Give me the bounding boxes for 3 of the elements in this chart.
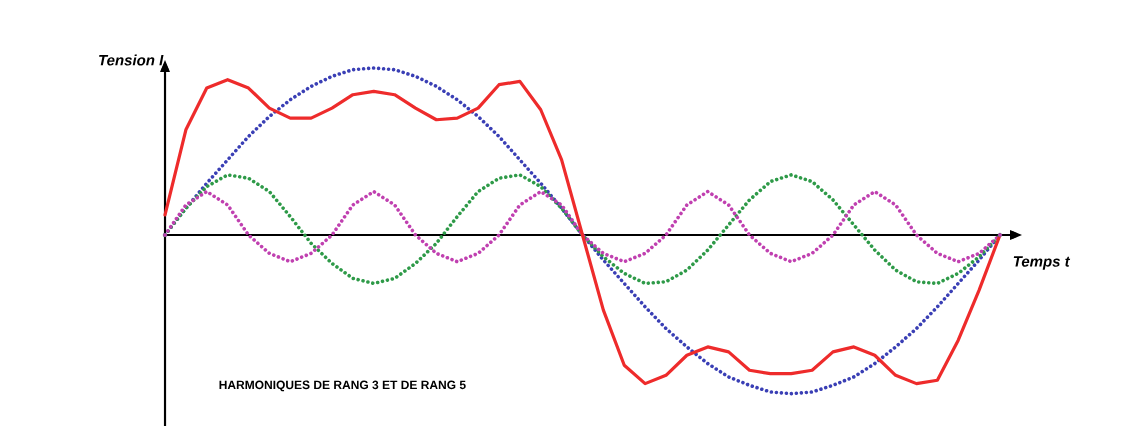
y-axis-title: Tension I [99, 54, 164, 66]
annotation: HARMONIQUES DE RANG 3 ET DE RANG 5 [219, 380, 466, 392]
x-axis-title: Temps t [1013, 256, 1071, 270]
